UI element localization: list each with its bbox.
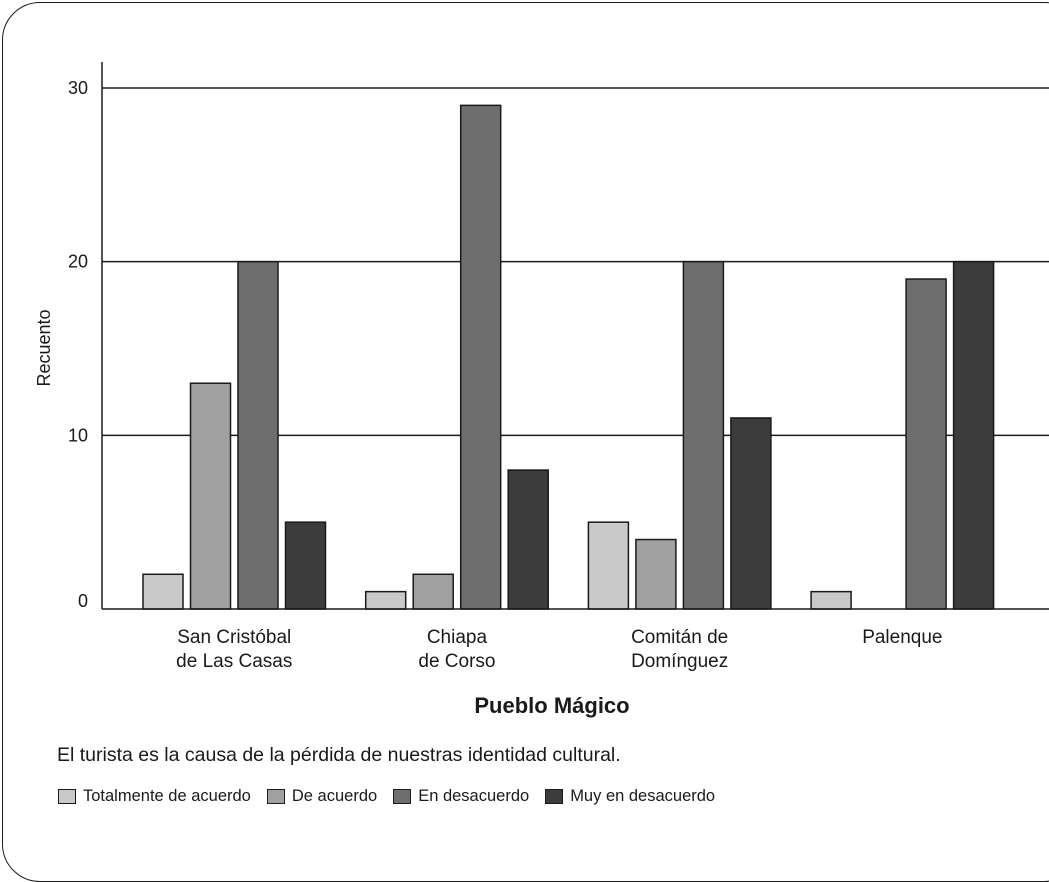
y-tick-label: 10 xyxy=(68,425,88,445)
legend-item-totalmente-de-acuerdo: Totalmente de acuerdo xyxy=(58,787,251,806)
legend-swatch xyxy=(545,789,564,804)
bar xyxy=(142,573,184,610)
legend-label: Muy en desacuerdo xyxy=(570,787,716,805)
legend-item-de-acuerdo: De acuerdo xyxy=(266,787,378,806)
y-tick-label: 20 xyxy=(68,252,88,272)
legend: Totalmente de acuerdo De acuerdo En desa… xyxy=(58,787,731,806)
legend-title: El turista es la causa de la pérdida de … xyxy=(57,744,621,766)
x-category-label: Domínguez xyxy=(631,651,728,672)
bar xyxy=(682,260,725,610)
bar-chart: 0 10 20 30 San Cristóbal de Las Casas Chiapa de… xyxy=(34,62,1049,718)
legend-label: En desacuerdo xyxy=(418,787,530,805)
bar xyxy=(905,278,947,610)
legend-swatch xyxy=(58,789,76,804)
x-category-label: Chiapa xyxy=(427,627,488,648)
legend-item-en-desacuerdo: En desacuerdo xyxy=(393,787,529,806)
y-tick-label: 30 xyxy=(68,78,88,98)
bar xyxy=(412,573,454,610)
x-category-label: Palenque xyxy=(862,627,942,648)
legend-swatch xyxy=(393,789,412,804)
bar xyxy=(730,417,772,610)
bar xyxy=(810,590,852,610)
legend-label: Totalmente de acuerdo xyxy=(83,787,251,805)
bar xyxy=(189,382,232,610)
legend-swatch xyxy=(266,789,285,804)
x-category-label: Comitán de xyxy=(631,627,728,648)
bar xyxy=(952,260,995,610)
y-tick-label: 0 xyxy=(78,591,88,611)
bar xyxy=(507,469,549,610)
legend-item-muy-en-desacuerdo: Muy en desacuerdo xyxy=(545,787,715,806)
y-axis-title: Recuento xyxy=(34,309,54,386)
legend-label: De acuerdo xyxy=(291,787,378,805)
bar xyxy=(284,521,327,610)
bar xyxy=(364,590,407,610)
x-axis-title: Pueblo Mágico xyxy=(474,693,629,718)
x-category-label: San Cristóbal xyxy=(177,627,291,648)
bar xyxy=(635,538,677,610)
bar xyxy=(587,521,630,610)
bar xyxy=(237,260,279,610)
x-category-label: de Corso xyxy=(418,651,495,672)
x-category-label: de Las Casas xyxy=(176,651,292,672)
bar xyxy=(459,104,502,610)
